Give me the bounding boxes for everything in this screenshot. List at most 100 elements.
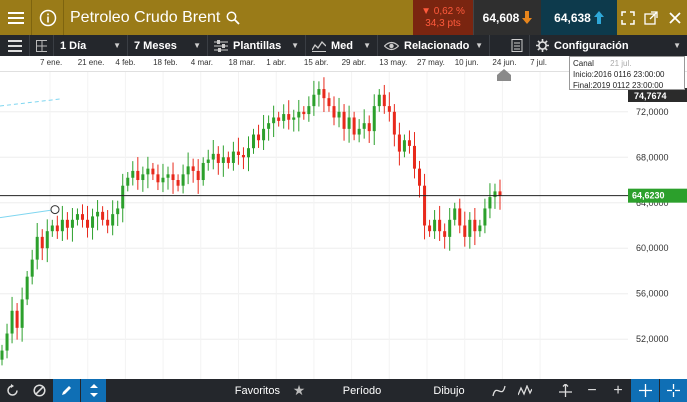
period-button[interactable]: Período [312,379,412,402]
top-value-label: 74,7674 [634,91,667,101]
candle-body [211,153,215,160]
caret-down-icon: ▼ [113,41,121,50]
candle-body [116,208,120,215]
pencil-icon [62,386,71,395]
sell-price: 64,608 [482,10,520,25]
candle-body [407,140,411,146]
zoom-in-button[interactable]: + [605,379,631,402]
period-label: Período [342,384,382,397]
caret-down-icon: ▼ [363,41,371,50]
candle-body [151,168,155,175]
candle-body [443,231,447,237]
dashed-trend-line[interactable] [0,98,61,107]
price-chart[interactable]: 72,0000 68,0000 64,0000 60,0000 56,0000 52,00… [0,72,687,379]
indicator-select[interactable]: Med ▼ [306,35,378,56]
refresh-icon [7,384,18,396]
candle-body [468,219,472,237]
candle-body [181,174,185,186]
candle-body [146,168,150,175]
candle-body [5,333,9,351]
trend-line-handle[interactable] [50,205,60,215]
settings-button[interactable]: Configuración ▼ [530,35,687,56]
templates-select[interactable]: Plantillas ▼ [208,35,306,56]
candle-body [111,214,115,226]
related-select[interactable]: Relacionado ▼ [378,35,490,56]
interval-value: 1 Día [60,39,87,52]
chart-type-button[interactable] [0,35,30,56]
close-button[interactable] [663,0,687,35]
settings-label: Configuración [554,39,629,52]
date-tick-label: 18 feb. [153,58,178,67]
clear-button[interactable] [25,379,53,402]
candle-body [347,117,351,129]
candle-body [10,310,14,334]
candle-body [257,134,261,141]
favorite-star-button[interactable]: ★ [286,379,312,402]
drawing-button[interactable]: Dibujo [412,379,486,402]
date-tick-label: 18 mar. [228,58,256,67]
date-tick-label: 13 may. [379,58,408,67]
buy-price-button[interactable]: 64,638 [541,0,617,35]
favorites-button[interactable]: Favoritos [106,379,286,402]
scroll-marker[interactable] [497,69,511,81]
price-tick-label: 56,0000 [636,289,669,299]
candle-body [287,114,291,120]
target-icon [667,384,680,397]
candle-body [342,111,346,129]
candle-body [252,134,256,149]
top-value-badge [628,88,687,102]
candle-body [201,162,205,181]
updown-icon [89,384,98,397]
zoom-out-button[interactable]: − [579,379,605,402]
candle-body [226,157,230,163]
candle-body [302,111,306,115]
pan-button[interactable] [551,379,579,402]
date-tick-label: 10 jun. [454,58,479,67]
cursor-button[interactable] [659,379,687,402]
interval-select[interactable]: 1 Día ▼ [54,35,128,56]
range-select[interactable]: 7 Meses ▼ [128,35,208,56]
fullscreen-button[interactable] [617,0,639,35]
search-icon[interactable] [226,11,240,25]
bottom-spacer [538,379,551,402]
info-end: Final:2019 0112 23:00:00 [573,81,664,90]
info-icon [39,9,56,26]
crosshair-button[interactable] [631,379,659,402]
instrument-title[interactable]: Petroleo Crudo Brent [64,0,413,35]
date-tick-label: 21 ene. [77,58,105,67]
candle-body [428,225,432,232]
candle-body [317,89,321,95]
chart-toolbar: 1 Día ▼ 7 Meses ▼ Plantillas ▼ Med ▼ Rel… [0,35,687,56]
popout-button[interactable] [639,0,663,35]
reset-button[interactable] [0,379,25,402]
candle-body [246,148,250,158]
layout-button[interactable] [30,35,54,56]
candle-body [25,276,29,300]
price-tick-label: 60,0000 [636,243,669,253]
draw-button[interactable] [53,379,80,402]
candle-body [438,219,442,232]
candle-body [418,168,422,186]
arrow-down-icon [522,11,533,24]
candle-body [327,98,331,107]
zoom-toggle-button[interactable] [80,379,106,402]
candle-body [397,134,401,152]
drawn-trend-line[interactable] [0,209,56,219]
candle-body [277,117,281,121]
drawing-label: Dibujo [433,384,465,397]
change-points: 34,3 pts [425,17,461,29]
candle-body [307,106,311,115]
curve-tool-button[interactable] [486,379,512,402]
wave-tool-button[interactable] [512,379,538,402]
notes-button[interactable] [490,35,530,56]
menu-button[interactable] [0,0,32,35]
candle-body [40,236,44,249]
pan-icon [558,384,572,397]
candle-body [483,208,487,226]
sell-price-button[interactable]: 64,608 [473,0,541,35]
info-button[interactable] [32,0,64,35]
buy-price: 64,638 [554,10,591,25]
candle-body [463,225,467,237]
candle-body [70,219,74,228]
candle-body [0,350,4,360]
